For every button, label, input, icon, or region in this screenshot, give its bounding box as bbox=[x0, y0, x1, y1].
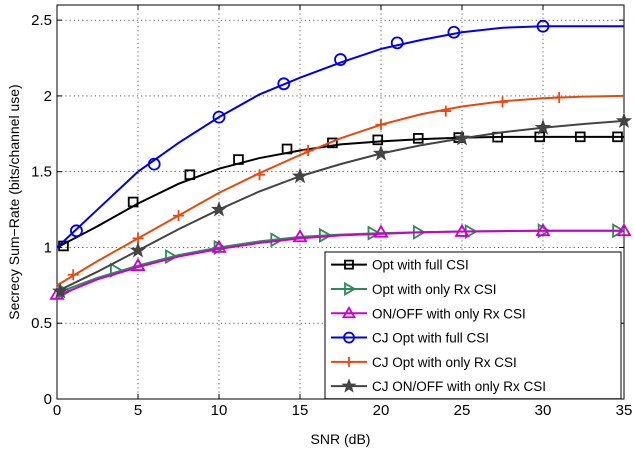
data-point bbox=[184, 169, 196, 181]
data-point bbox=[173, 210, 184, 222]
x-tick-label: 5 bbox=[134, 402, 142, 419]
data-point bbox=[616, 222, 632, 237]
data-point bbox=[129, 241, 147, 258]
legend-marker bbox=[343, 331, 355, 344]
x-tick-label: 15 bbox=[292, 402, 309, 419]
legend-item: CJ Opt with only Rx CSI bbox=[331, 355, 517, 370]
x-tick-label: 0 bbox=[53, 402, 61, 419]
data-point bbox=[165, 248, 179, 265]
data-point bbox=[302, 144, 314, 156]
series-3 bbox=[49, 222, 632, 300]
data-point bbox=[367, 225, 381, 241]
data-point bbox=[291, 167, 309, 184]
legend-item: Opt with full CSI bbox=[331, 258, 469, 273]
data-point bbox=[334, 53, 347, 66]
y-tick-label: 0.5 bbox=[31, 315, 52, 332]
data-point bbox=[212, 110, 226, 124]
legend-marker bbox=[341, 378, 357, 393]
y-axis-label: Secrecy Sum−Rate (bits/channel use) bbox=[6, 84, 22, 319]
legend-item: CJ Opt with full CSI bbox=[331, 331, 489, 346]
legend-marker bbox=[344, 356, 354, 367]
data-point bbox=[574, 131, 586, 143]
y-tick-label: 2.5 bbox=[31, 12, 52, 29]
data-point bbox=[130, 257, 146, 271]
series-line bbox=[56, 94, 625, 287]
data-point bbox=[373, 224, 389, 238]
x-tick-label: 20 bbox=[373, 402, 390, 419]
y-tick-label: 1.5 bbox=[31, 164, 52, 181]
data-point bbox=[447, 25, 461, 39]
data-point bbox=[534, 119, 552, 135]
y-tick-label: 2 bbox=[44, 88, 52, 105]
legend-item: ON/OFF with only Rx CSI bbox=[331, 305, 526, 321]
data-point bbox=[52, 282, 69, 299]
y-tick-label: 0 bbox=[44, 391, 52, 408]
legend-box bbox=[324, 251, 622, 400]
data-point bbox=[281, 143, 293, 155]
data-point bbox=[270, 232, 284, 248]
data-point bbox=[553, 91, 565, 103]
data-point bbox=[254, 169, 265, 181]
legend-item: CJ ON/OFF with only Rx CSI bbox=[331, 378, 546, 394]
legend-label: Opt with full CSI bbox=[372, 258, 469, 273]
legend-label: Opt with only Rx CSI bbox=[372, 282, 497, 297]
legend-marker bbox=[341, 305, 357, 319]
series-line bbox=[56, 119, 625, 293]
series-line bbox=[56, 25, 624, 249]
data-point bbox=[536, 19, 550, 33]
series-line bbox=[56, 229, 624, 297]
data-point bbox=[454, 223, 470, 237]
data-point bbox=[412, 133, 424, 144]
legend-label: CJ ON/OFF with only Rx CSI bbox=[372, 379, 546, 394]
data-point bbox=[70, 224, 83, 238]
legend-marker bbox=[344, 281, 357, 297]
data-point bbox=[453, 129, 471, 146]
legend: Opt with full CSI Opt with only Rx CSI ON/… bbox=[324, 251, 622, 400]
data-point bbox=[440, 105, 452, 117]
data-point bbox=[147, 157, 161, 171]
series-6 bbox=[52, 112, 633, 299]
x-tick-label: 35 bbox=[616, 402, 633, 419]
x-tick-label: 30 bbox=[535, 402, 552, 419]
data-point bbox=[535, 222, 551, 237]
data-point bbox=[233, 154, 244, 165]
series-4 bbox=[56, 19, 624, 249]
data-point bbox=[375, 119, 387, 131]
data-point bbox=[292, 229, 308, 243]
legend-label: CJ Opt with full CSI bbox=[372, 331, 489, 346]
x-tick-label: 10 bbox=[211, 402, 228, 419]
series-line bbox=[56, 135, 624, 249]
data-point bbox=[372, 144, 390, 161]
data-point bbox=[67, 269, 79, 281]
data-point bbox=[211, 239, 227, 253]
axes: 0 5 10 15 20 25 30 35 0 0.5 1 1.5 2 2.5 bbox=[31, 4, 633, 419]
legend-marker bbox=[344, 259, 354, 270]
data-point bbox=[318, 227, 333, 243]
x-axis-label: SNR (dB) bbox=[311, 431, 371, 447]
data-point bbox=[277, 77, 291, 91]
y-tick-label: 1 bbox=[44, 239, 52, 256]
series-group bbox=[49, 19, 633, 300]
data-point bbox=[615, 112, 633, 128]
x-tick-label: 25 bbox=[454, 402, 471, 419]
data-point bbox=[210, 200, 228, 217]
legend-item: Opt with only Rx CSI bbox=[331, 281, 497, 297]
data-point bbox=[127, 196, 139, 208]
legend-label: CJ Opt with only Rx CSI bbox=[372, 355, 517, 370]
data-point bbox=[497, 96, 508, 108]
data-point bbox=[390, 36, 404, 50]
data-point bbox=[372, 134, 384, 146]
legend-label: ON/OFF with only Rx CSI bbox=[372, 306, 526, 321]
data-point bbox=[612, 131, 623, 143]
